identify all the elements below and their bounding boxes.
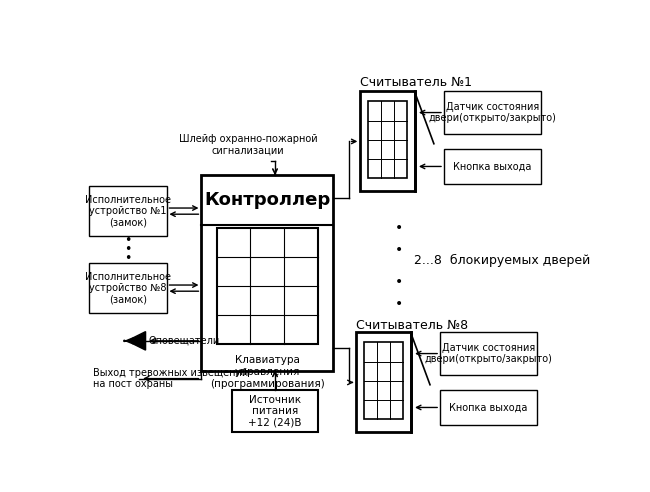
Polygon shape (133, 332, 146, 350)
Text: Кнопка выхода: Кнопка выхода (453, 161, 532, 171)
Text: Считыватель №1: Считыватель №1 (360, 76, 473, 89)
Polygon shape (124, 338, 133, 344)
Text: Исполнительное
устройство №1
(замок): Исполнительное устройство №1 (замок) (84, 194, 171, 228)
Bar (360, 92, 415, 191)
Text: •: • (395, 243, 403, 257)
Text: •: • (124, 252, 131, 265)
Bar (356, 333, 411, 432)
Text: •: • (124, 243, 131, 256)
Text: Датчик состояния
двери(открыто/закрыто): Датчик состояния двери(открыто/закрыто) (424, 343, 552, 365)
Bar (202, 175, 333, 371)
Text: Исполнительное
устройство №8
(замок): Исполнительное устройство №8 (замок) (84, 272, 171, 305)
Text: Клавиатура
управления
(программирования): Клавиатура управления (программирования) (210, 356, 324, 389)
Text: Кнопка выхода: Кнопка выхода (449, 402, 528, 412)
Text: •: • (395, 297, 403, 311)
Text: Выход тревожных извещений
на пост охраны: Выход тревожных извещений на пост охраны (93, 368, 248, 389)
Text: Оповещатели: Оповещатели (149, 336, 220, 346)
Text: •: • (395, 276, 403, 289)
Text: •: • (124, 234, 131, 247)
Bar (89, 186, 166, 236)
Bar (89, 263, 166, 313)
Bar (444, 149, 541, 184)
Bar (364, 342, 403, 419)
Text: •: • (395, 221, 403, 236)
Bar (440, 333, 537, 375)
Bar (233, 390, 318, 432)
Text: Считыватель №8: Считыватель №8 (356, 319, 469, 332)
Text: Источник
питания
+12 (24)В: Источник питания +12 (24)В (248, 395, 302, 428)
Text: Шлейф охранно-пожарной
сигнализации: Шлейф охранно-пожарной сигнализации (179, 134, 317, 155)
Bar (368, 101, 407, 179)
Text: Датчик состояния
двери(открыто/закрыто): Датчик состояния двери(открыто/закрыто) (428, 102, 556, 123)
Text: Контроллер: Контроллер (204, 190, 330, 209)
Bar (217, 228, 318, 344)
Bar (440, 390, 537, 425)
Bar (444, 92, 541, 134)
Text: 2...8  блокируемых дверей: 2...8 блокируемых дверей (415, 254, 591, 267)
